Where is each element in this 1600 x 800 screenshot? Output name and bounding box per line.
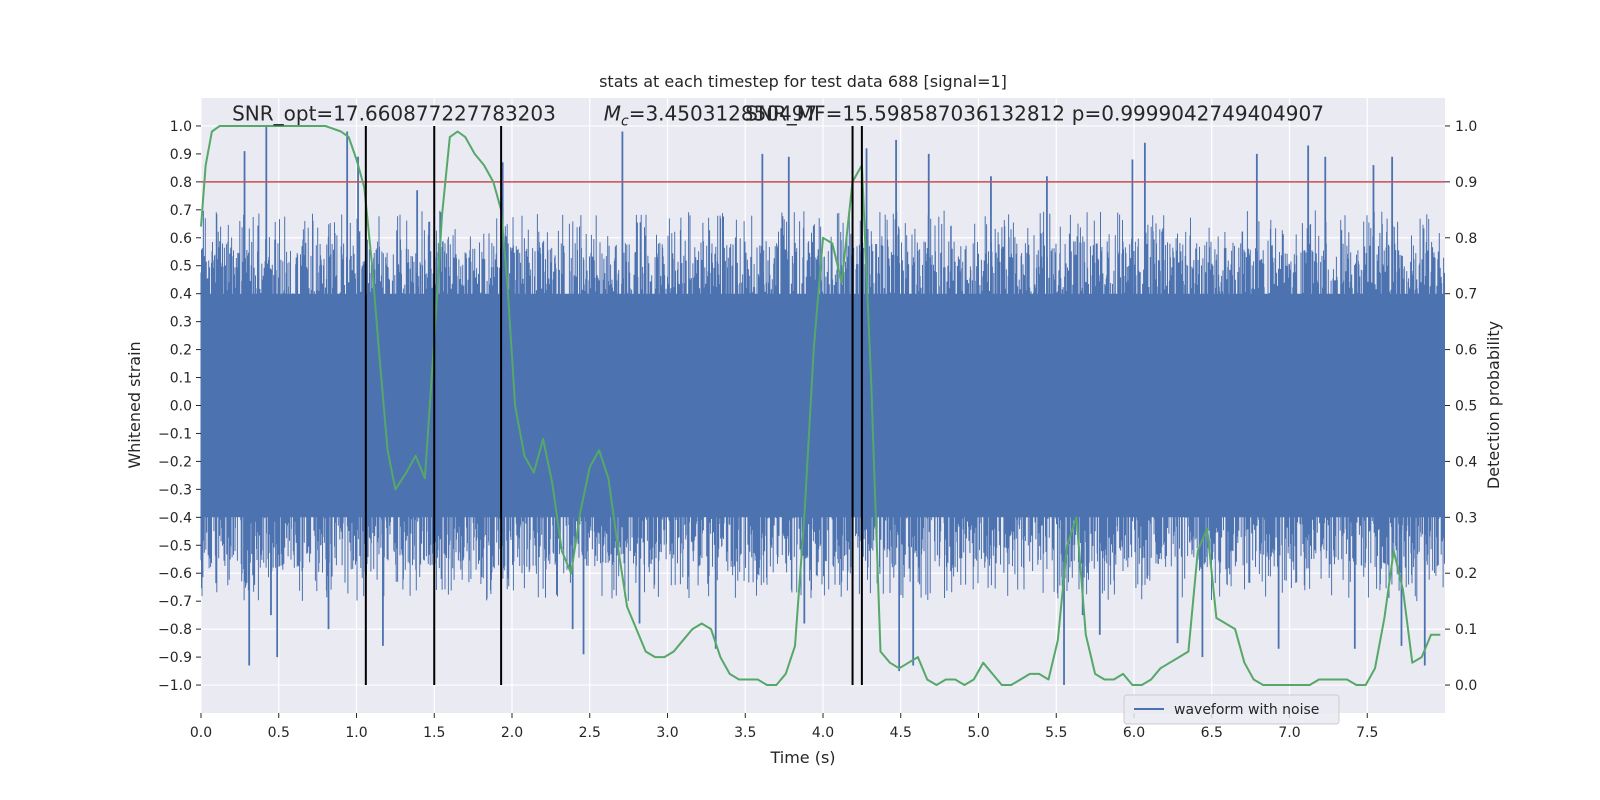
x-axis-label: Time (s) [769,748,835,767]
x-tick-label: 5.5 [1045,725,1067,741]
y2-tick-label: 0.3 [1455,510,1477,526]
x-tick-label: 2.0 [501,725,523,741]
annotations: SNR_opt=17.660877227783203 Mc=3.450312850… [232,101,1324,129]
event-marker-lines [364,125,863,686]
y-axis-ticks: 1.0 0.9 0.8 0.7 0.6 0.5 0.4 0.3 0.2 0.1 0.0 −0.1 −0.… [158,119,201,694]
annotation-value: =3.450312850497 [629,101,818,125]
y-tick-label: 0.3 [170,315,192,331]
x-tick-label: 6.5 [1201,725,1223,741]
y-tick-label: −0.3 [158,482,192,498]
legend: waveform with noise [1123,694,1340,725]
chart-title: stats at each timestep for test data 688… [599,72,1007,91]
annotation-math-subscript: c [621,113,629,129]
x-tick-label: 0.0 [190,725,212,741]
legend-entry-waveform: waveform with noise [1174,702,1319,718]
x-tick-label: 5.0 [967,725,989,741]
y-tick-label: −0.5 [158,538,192,554]
y-tick-label: 1.0 [170,119,192,135]
y2-tick-label: 0.6 [1455,343,1477,359]
annotation-math-symbol: M [604,101,621,125]
y-tick-label: −0.8 [158,622,192,638]
detection-probability-series [200,125,1441,686]
x-tick-label: 4.5 [890,725,912,741]
y-tick-label: 0.7 [170,203,192,219]
y2-tick-label: 0.7 [1455,287,1477,303]
y2-tick-label: 1.0 [1455,119,1477,135]
y-tick-label: −0.1 [158,426,192,442]
x-tick-label: 3.5 [734,725,756,741]
annotation-text: p=0.9999042749404907 [1072,101,1324,125]
y-tick-label: −0.9 [158,650,192,666]
x-tick-label: 6.0 [1123,725,1145,741]
annotation-text: SNR_MF=15.598587036132812 [745,101,1065,125]
y2-tick-label: 0.4 [1455,454,1477,470]
x-tick-label: 7.5 [1356,725,1378,741]
y-tick-label: 0.6 [170,231,192,247]
y-tick-label: −0.7 [158,594,192,610]
x-tick-label: 3.0 [656,725,678,741]
x-tick-label: 0.5 [268,725,290,741]
annotation-text: Mc=3.450312850497 [604,101,818,129]
x-tick-label: 1.0 [345,725,367,741]
y-tick-label: 0.0 [170,399,192,415]
y-tick-label: 0.2 [170,343,192,359]
x-tick-label: 2.5 [579,725,601,741]
legend-box [1123,694,1340,725]
y-tick-label: 0.5 [170,259,192,275]
y2-tick-label: 0.1 [1455,622,1477,638]
y2-tick-label: 0.0 [1455,678,1477,694]
y2-axis-ticks: 1.0 0.9 0.8 0.7 0.6 0.5 0.4 0.3 0.2 0.1 0.0 [1445,119,1477,694]
y-tick-label: −1.0 [158,678,192,694]
y-tick-label: 0.9 [170,147,192,163]
detection-probability-line [200,125,1441,686]
annotation-text: SNR_opt=17.660877227783203 [232,101,556,125]
x-tick-label: 4.0 [812,725,834,741]
y-tick-label: −0.4 [158,510,192,526]
x-tick-label: 1.5 [423,725,445,741]
y2-tick-label: 0.5 [1455,399,1477,415]
y-tick-label: −0.6 [158,566,192,582]
y-tick-label: −0.2 [158,454,192,470]
waveform-noise-trace [200,210,1445,602]
x-tick-label: 7.0 [1278,725,1300,741]
y-tick-label: 0.4 [170,287,192,303]
y-axis-label: Whitened strain [125,341,144,468]
y2-tick-label: 0.9 [1455,175,1477,191]
y-tick-label: 0.8 [170,175,192,191]
waveform-with-noise-series [200,125,1445,686]
y2-tick-label: 0.8 [1455,231,1477,247]
y2-axis-label: Detection probability [1484,321,1503,489]
y-tick-label: 0.1 [170,371,192,387]
y2-tick-label: 0.2 [1455,566,1477,582]
